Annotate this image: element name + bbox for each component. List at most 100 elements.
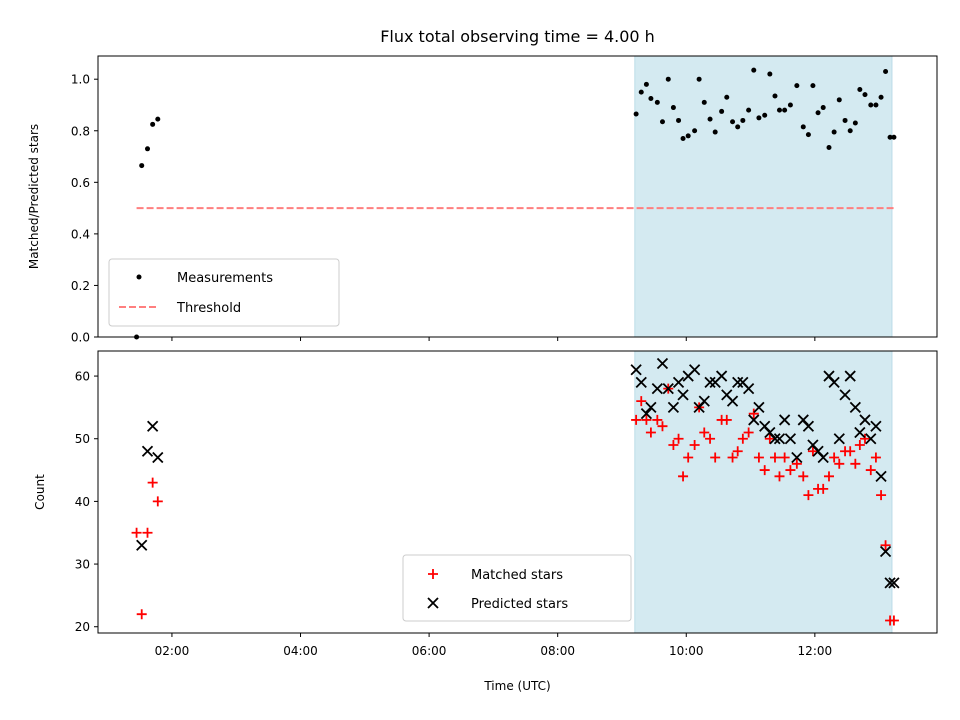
matched-star-point — [673, 433, 684, 444]
top-axes-frame — [97, 55, 938, 338]
predicted-star-point — [677, 389, 689, 401]
x-tick-label: 08:00 — [540, 644, 575, 658]
matched-star-point — [870, 452, 881, 463]
predicted-star-point — [791, 451, 803, 464]
matched-star-point — [710, 452, 721, 463]
measurement-point — [712, 129, 718, 135]
predicted-star-point — [635, 376, 647, 388]
matched-star-point — [732, 446, 743, 457]
measurement-point — [878, 94, 884, 100]
matched-star-point — [807, 446, 818, 457]
predicted-star-point — [688, 364, 701, 376]
top-shaded-span — [634, 55, 893, 338]
measurement-point — [826, 145, 832, 151]
top-y-tick-label: 0.0 — [71, 331, 90, 345]
top-y-tick-label: 0.4 — [71, 227, 90, 241]
matched-star-point — [876, 490, 887, 501]
predicted-star-point — [888, 577, 900, 589]
measurement-point — [873, 102, 879, 108]
matched-star-point — [636, 396, 647, 407]
x-tick-label: 06:00 — [412, 644, 447, 658]
measurement-point — [815, 110, 821, 116]
top-y-ticks: 0.0 0.2 0.4 0.6 0.8 1.0 — [71, 73, 98, 345]
predicted-star-point — [753, 401, 765, 414]
bottom-y-tick-label: 40 — [75, 495, 90, 509]
measurement-point — [648, 96, 654, 102]
legend-measurements-label: Measurements — [177, 271, 273, 286]
predicted-star-point — [698, 395, 710, 407]
measurement-point — [805, 132, 811, 138]
predicted-star-point — [715, 370, 728, 382]
matched-star-point — [845, 446, 856, 457]
matched-star-point — [678, 471, 689, 482]
measurement-point — [776, 107, 782, 113]
measurement-point — [891, 134, 897, 140]
matched-star-point — [880, 540, 891, 551]
predicted-star-point — [773, 433, 786, 445]
measurement-point — [145, 146, 151, 152]
predicted-star-point — [640, 408, 653, 420]
matched-star-point — [683, 452, 694, 463]
top-y-tick-label: 0.6 — [71, 176, 90, 190]
measurement-point — [659, 119, 665, 125]
legend-threshold-label: Threshold — [176, 301, 241, 316]
predicted-star-point — [704, 376, 716, 388]
matched-star-point — [737, 433, 748, 444]
top-y-axis-label: Matched/Predicted stars — [27, 124, 41, 269]
matched-star-point — [834, 458, 845, 469]
matched-star-point — [759, 465, 770, 476]
predicted-star-point — [879, 545, 892, 558]
matched-star-point — [829, 452, 840, 463]
predicted-star-point — [865, 433, 877, 445]
matched-star-point — [689, 440, 700, 450]
matched-star-point — [645, 427, 656, 438]
x-tick-label: 04:00 — [283, 644, 318, 658]
measurement-point — [670, 105, 676, 111]
predicted-star-point — [651, 382, 663, 395]
predicted-star-point — [656, 357, 669, 370]
x-tick-label: 10:00 — [669, 644, 704, 658]
measurement-point — [735, 124, 741, 130]
matched-star-point — [152, 496, 163, 507]
matched-star-point — [823, 471, 834, 482]
predicted-star-point — [147, 420, 159, 432]
measurement-point — [810, 83, 816, 89]
matched-star-point — [743, 427, 754, 438]
matched-star-point — [859, 433, 870, 444]
measurement-point — [847, 128, 853, 134]
predicted-star-point — [748, 414, 760, 426]
matched-star-point — [753, 452, 764, 463]
matched-star-point — [779, 452, 790, 463]
measurement-point — [852, 120, 858, 126]
measurement-point — [772, 93, 778, 99]
bottom-y-ticks: 20 30 40 50 60 — [75, 370, 98, 634]
predicted-star-point — [859, 414, 871, 426]
predicted-star-point — [817, 451, 829, 464]
matched-star-point — [774, 471, 785, 482]
predicted-star-point — [784, 433, 797, 445]
measurement-point — [787, 102, 793, 108]
predicted-star-point — [726, 395, 739, 407]
measurement-point — [680, 135, 686, 141]
matched-star-point — [668, 440, 679, 450]
predicted-star-point — [844, 370, 856, 382]
measurement-point — [638, 89, 644, 95]
predicted-star-point — [828, 376, 840, 388]
measurement-point — [730, 119, 736, 125]
predicted-star-point — [645, 401, 657, 414]
measurement-point — [676, 117, 682, 123]
predicted-star-point — [662, 382, 674, 395]
predicted-star-point — [136, 539, 148, 551]
matched-star-point — [131, 527, 142, 538]
matched-star-point — [748, 408, 759, 419]
bottom-y-axis-label: Count — [33, 474, 47, 510]
matched-star-point — [818, 483, 829, 494]
predicted-star-point — [875, 470, 887, 482]
measurement-point — [643, 81, 649, 87]
matched-star-point — [798, 471, 809, 482]
measurement-point — [719, 108, 725, 114]
matched-star-point — [769, 452, 780, 463]
legend-matched-label: Matched stars — [471, 568, 563, 583]
top-y-tick-label: 1.0 — [71, 73, 90, 87]
measurement-point — [685, 133, 691, 139]
